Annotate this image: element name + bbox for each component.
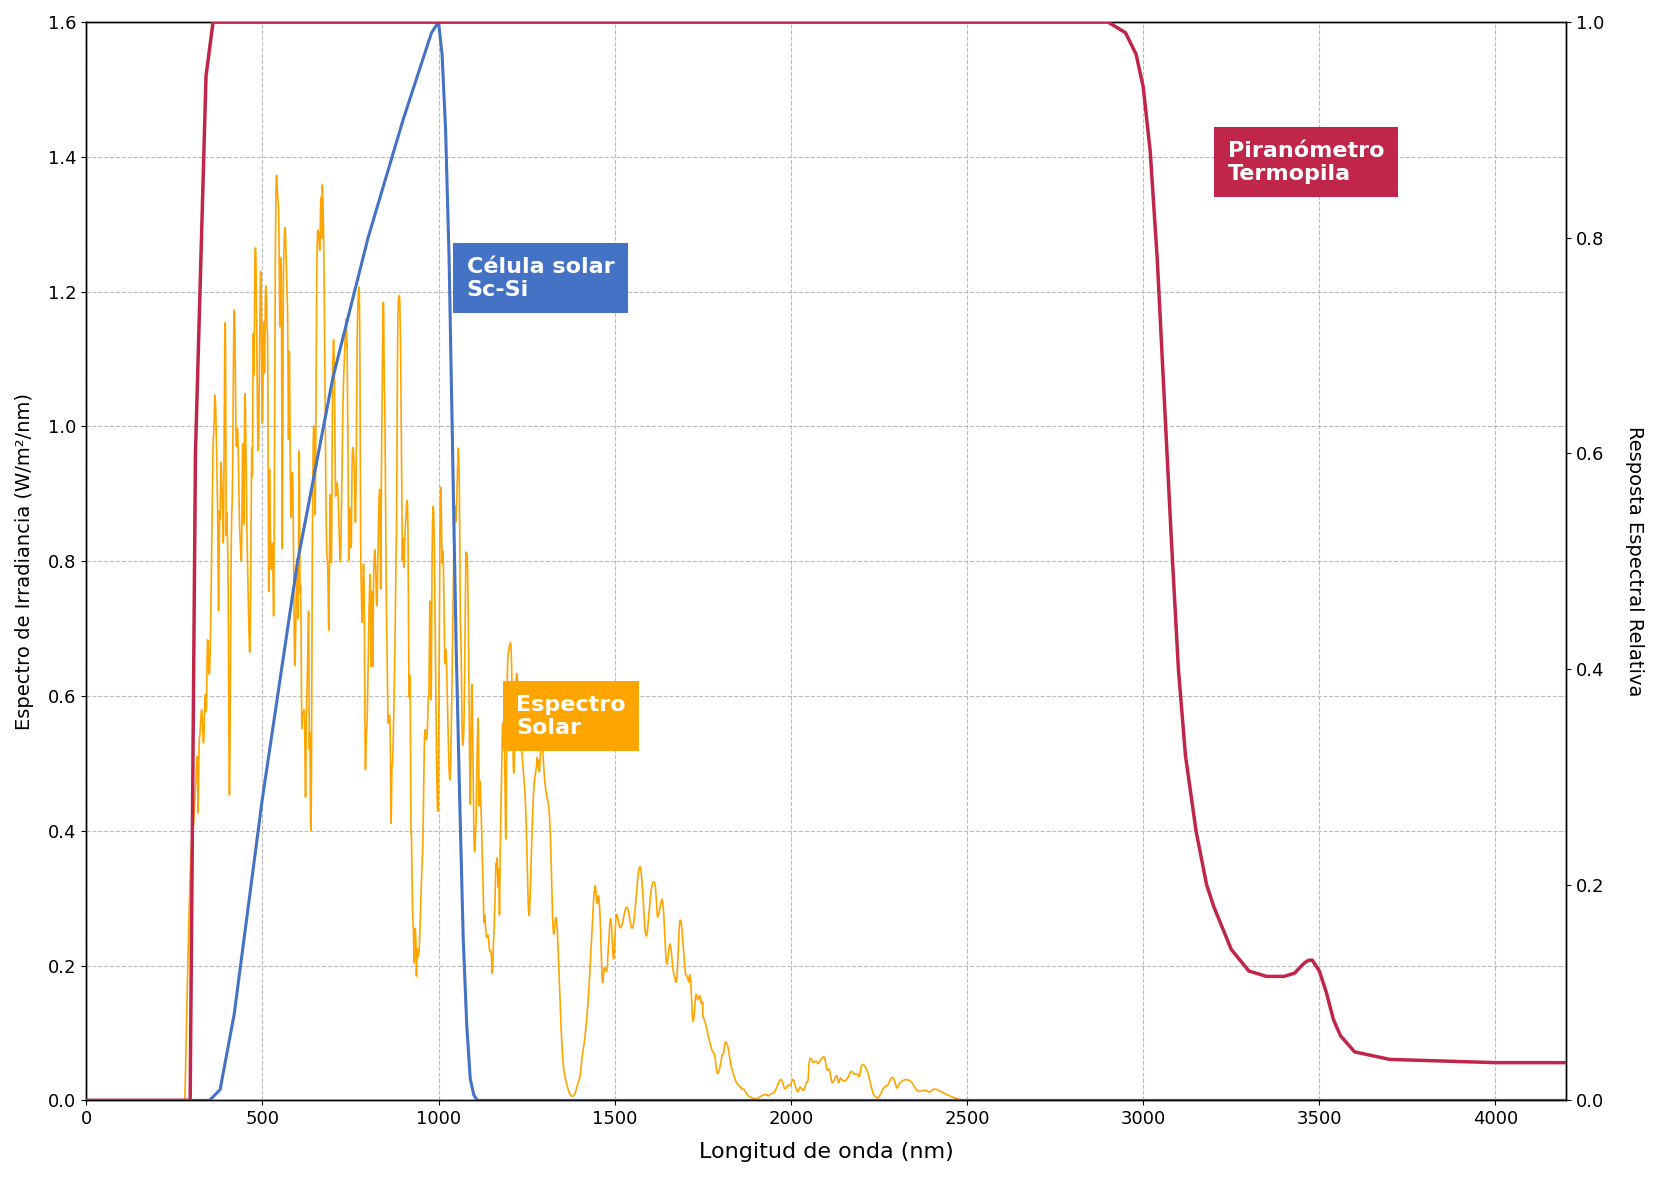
Y-axis label: Espectro de Irradiancia (W/m²/nm): Espectro de Irradiancia (W/m²/nm) xyxy=(15,393,33,730)
Y-axis label: Resposta Espectral Relativa: Resposta Espectral Relativa xyxy=(1626,426,1644,697)
X-axis label: Longitud de onda (nm): Longitud de onda (nm) xyxy=(698,1142,954,1162)
Text: Célula solar
Sc-Si: Célula solar Sc-Si xyxy=(466,257,614,300)
Text: Espectro
Solar: Espectro Solar xyxy=(516,694,625,738)
Text: Piranómetro
Termopila: Piranómetro Termopila xyxy=(1228,140,1384,184)
